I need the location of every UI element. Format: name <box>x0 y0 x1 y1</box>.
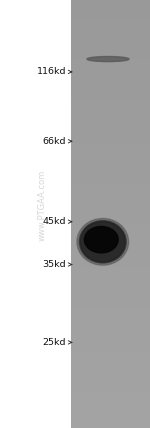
Text: www.PTGAA.com: www.PTGAA.com <box>38 170 46 241</box>
Text: 45kd: 45kd <box>42 217 66 226</box>
Ellipse shape <box>79 220 126 263</box>
Ellipse shape <box>77 218 129 265</box>
Text: 66kd: 66kd <box>42 137 66 146</box>
Text: 116kd: 116kd <box>36 67 66 77</box>
Text: 35kd: 35kd <box>42 260 66 269</box>
Text: 25kd: 25kd <box>42 338 66 347</box>
Ellipse shape <box>80 221 125 262</box>
Ellipse shape <box>84 226 118 253</box>
Ellipse shape <box>87 56 129 62</box>
